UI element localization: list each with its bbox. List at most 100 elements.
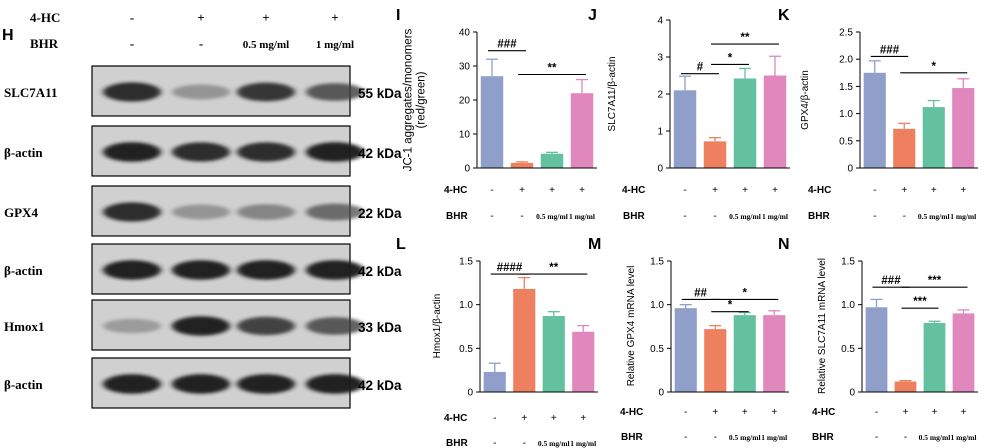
bhr-value: - xyxy=(493,438,496,448)
y-tick-label: 1.5 xyxy=(650,257,664,268)
hc-value: + xyxy=(961,407,967,418)
significance-marker: * xyxy=(743,287,748,299)
y-tick-label: 0 xyxy=(658,388,664,399)
panel-letter: N xyxy=(778,236,790,253)
y-tick-label: 4 xyxy=(657,16,663,27)
bar xyxy=(704,329,727,392)
y-tick-label: 1.5 xyxy=(839,82,853,93)
y-tick-label: 2.5 xyxy=(839,28,853,39)
protein-band xyxy=(306,83,364,101)
bhr-value: 0.5 mg/ml xyxy=(918,212,950,221)
treatment-value: + xyxy=(197,10,204,25)
bhr-row-label: BHR xyxy=(812,432,834,443)
bar xyxy=(572,331,595,392)
protein-label: SLC7A11 xyxy=(4,85,57,100)
treatment-value: + xyxy=(331,10,338,25)
bar xyxy=(570,93,594,168)
y-tick-label: 2.0 xyxy=(839,55,853,66)
protein-band xyxy=(103,142,161,162)
treatment-row-label: 4-HC xyxy=(30,10,60,25)
significance-marker: *** xyxy=(928,275,942,287)
significance-marker: ### xyxy=(497,39,517,51)
hc-value: + xyxy=(580,413,586,424)
bhr-value: 0.5 mg/ml xyxy=(919,433,951,442)
significance-marker: ### xyxy=(880,44,900,56)
protein-band xyxy=(237,316,295,336)
panel-letter: J xyxy=(588,7,597,24)
y-tick-label: 1.0 xyxy=(841,300,855,311)
y-tick-label: 40 xyxy=(459,28,471,39)
hc-value: + xyxy=(519,185,525,196)
y-tick-label: 10 xyxy=(459,130,471,141)
treatment-value: 0.5 mg/ml xyxy=(243,39,289,51)
bar xyxy=(763,315,786,392)
western-blot-panel: H 4-HC - + + + BHR - - 0.5 mg/ml 1 mg/ml SLC7A11 55… xyxy=(2,10,402,409)
bhr-row-label: BHR xyxy=(623,211,645,222)
y-tick-label: 0.5 xyxy=(650,344,664,355)
hc-row-label: 4-HC xyxy=(812,407,835,418)
y-axis-label-line: Relative GPX4 mRNA level xyxy=(626,266,637,387)
treatment-value: - xyxy=(130,36,134,51)
protein-band xyxy=(172,84,230,100)
panel-letter-h: H xyxy=(2,27,14,44)
significance-marker: * xyxy=(728,300,733,312)
chart-panel: K 0 0.5 1.0 1.5 2.0 2.5 GPX4/β-actin ### * 4-HC BHR… xyxy=(778,7,978,222)
y-tick-label: 0.5 xyxy=(841,344,855,355)
hc-value: + xyxy=(742,407,748,418)
y-tick-label: 1.0 xyxy=(650,300,664,311)
bhr-value: - xyxy=(713,211,716,222)
y-tick-label: 3 xyxy=(657,53,663,64)
bar xyxy=(952,313,975,392)
y-axis-label-line: Hmox1/β-actin xyxy=(432,294,443,359)
hc-value: + xyxy=(901,185,907,196)
hc-value: + xyxy=(771,407,777,418)
chart-panel: M 0 0.5 1.0 1.5 Relative GPX4 mRNA level ## * * 4… xyxy=(588,236,789,443)
bhr-value: - xyxy=(903,211,906,222)
hc-row-label: 4-HC xyxy=(444,185,467,196)
protein-band xyxy=(103,202,161,222)
bar xyxy=(480,76,504,168)
bar xyxy=(483,371,506,392)
hc-value: - xyxy=(875,407,878,418)
bhr-value: 0.5 mg/ml xyxy=(729,212,761,221)
bhr-value: - xyxy=(684,432,687,443)
protein-band xyxy=(306,374,364,394)
hc-value: + xyxy=(551,413,557,424)
y-tick-label: 1.0 xyxy=(839,109,853,120)
y-axis-label: Hmox1/β-actin xyxy=(432,294,443,359)
y-axis-label: Relative SLC7A11 mRNA level xyxy=(817,258,828,394)
hc-value: + xyxy=(712,407,718,418)
bhr-value: - xyxy=(714,432,717,443)
hc-value: - xyxy=(490,185,493,196)
bar xyxy=(540,153,564,168)
y-tick-label: 0 xyxy=(464,164,470,175)
protein-band xyxy=(172,204,230,220)
hc-value: + xyxy=(931,185,937,196)
significance-marker: ## xyxy=(694,287,707,299)
bar xyxy=(923,323,946,392)
y-axis-label-line: GPX4/β-actin xyxy=(800,70,811,130)
protein-band xyxy=(103,318,161,334)
hc-value: - xyxy=(873,185,876,196)
bhr-value: - xyxy=(904,432,907,443)
hc-row-label: 4-HC xyxy=(444,413,467,424)
hc-value: + xyxy=(712,185,718,196)
bhr-row-label: BHR xyxy=(446,211,468,222)
bar xyxy=(703,141,727,168)
significance-marker: ** xyxy=(741,32,750,44)
bhr-value: 0.5 mg/ml xyxy=(538,439,570,448)
y-tick-label: 0 xyxy=(467,388,473,399)
bhr-value: 0.5 mg/ml xyxy=(536,212,568,221)
significance-marker: ** xyxy=(549,262,558,274)
protein-band xyxy=(306,260,364,280)
bar xyxy=(674,308,697,392)
protein-label: GPX4 xyxy=(4,205,38,220)
kda-label: 42 kDa xyxy=(358,264,402,279)
protein-band xyxy=(172,316,230,336)
protein-band xyxy=(172,142,230,162)
protein-label: β-actin xyxy=(4,145,43,160)
bar xyxy=(733,315,756,392)
protein-band xyxy=(237,82,295,102)
